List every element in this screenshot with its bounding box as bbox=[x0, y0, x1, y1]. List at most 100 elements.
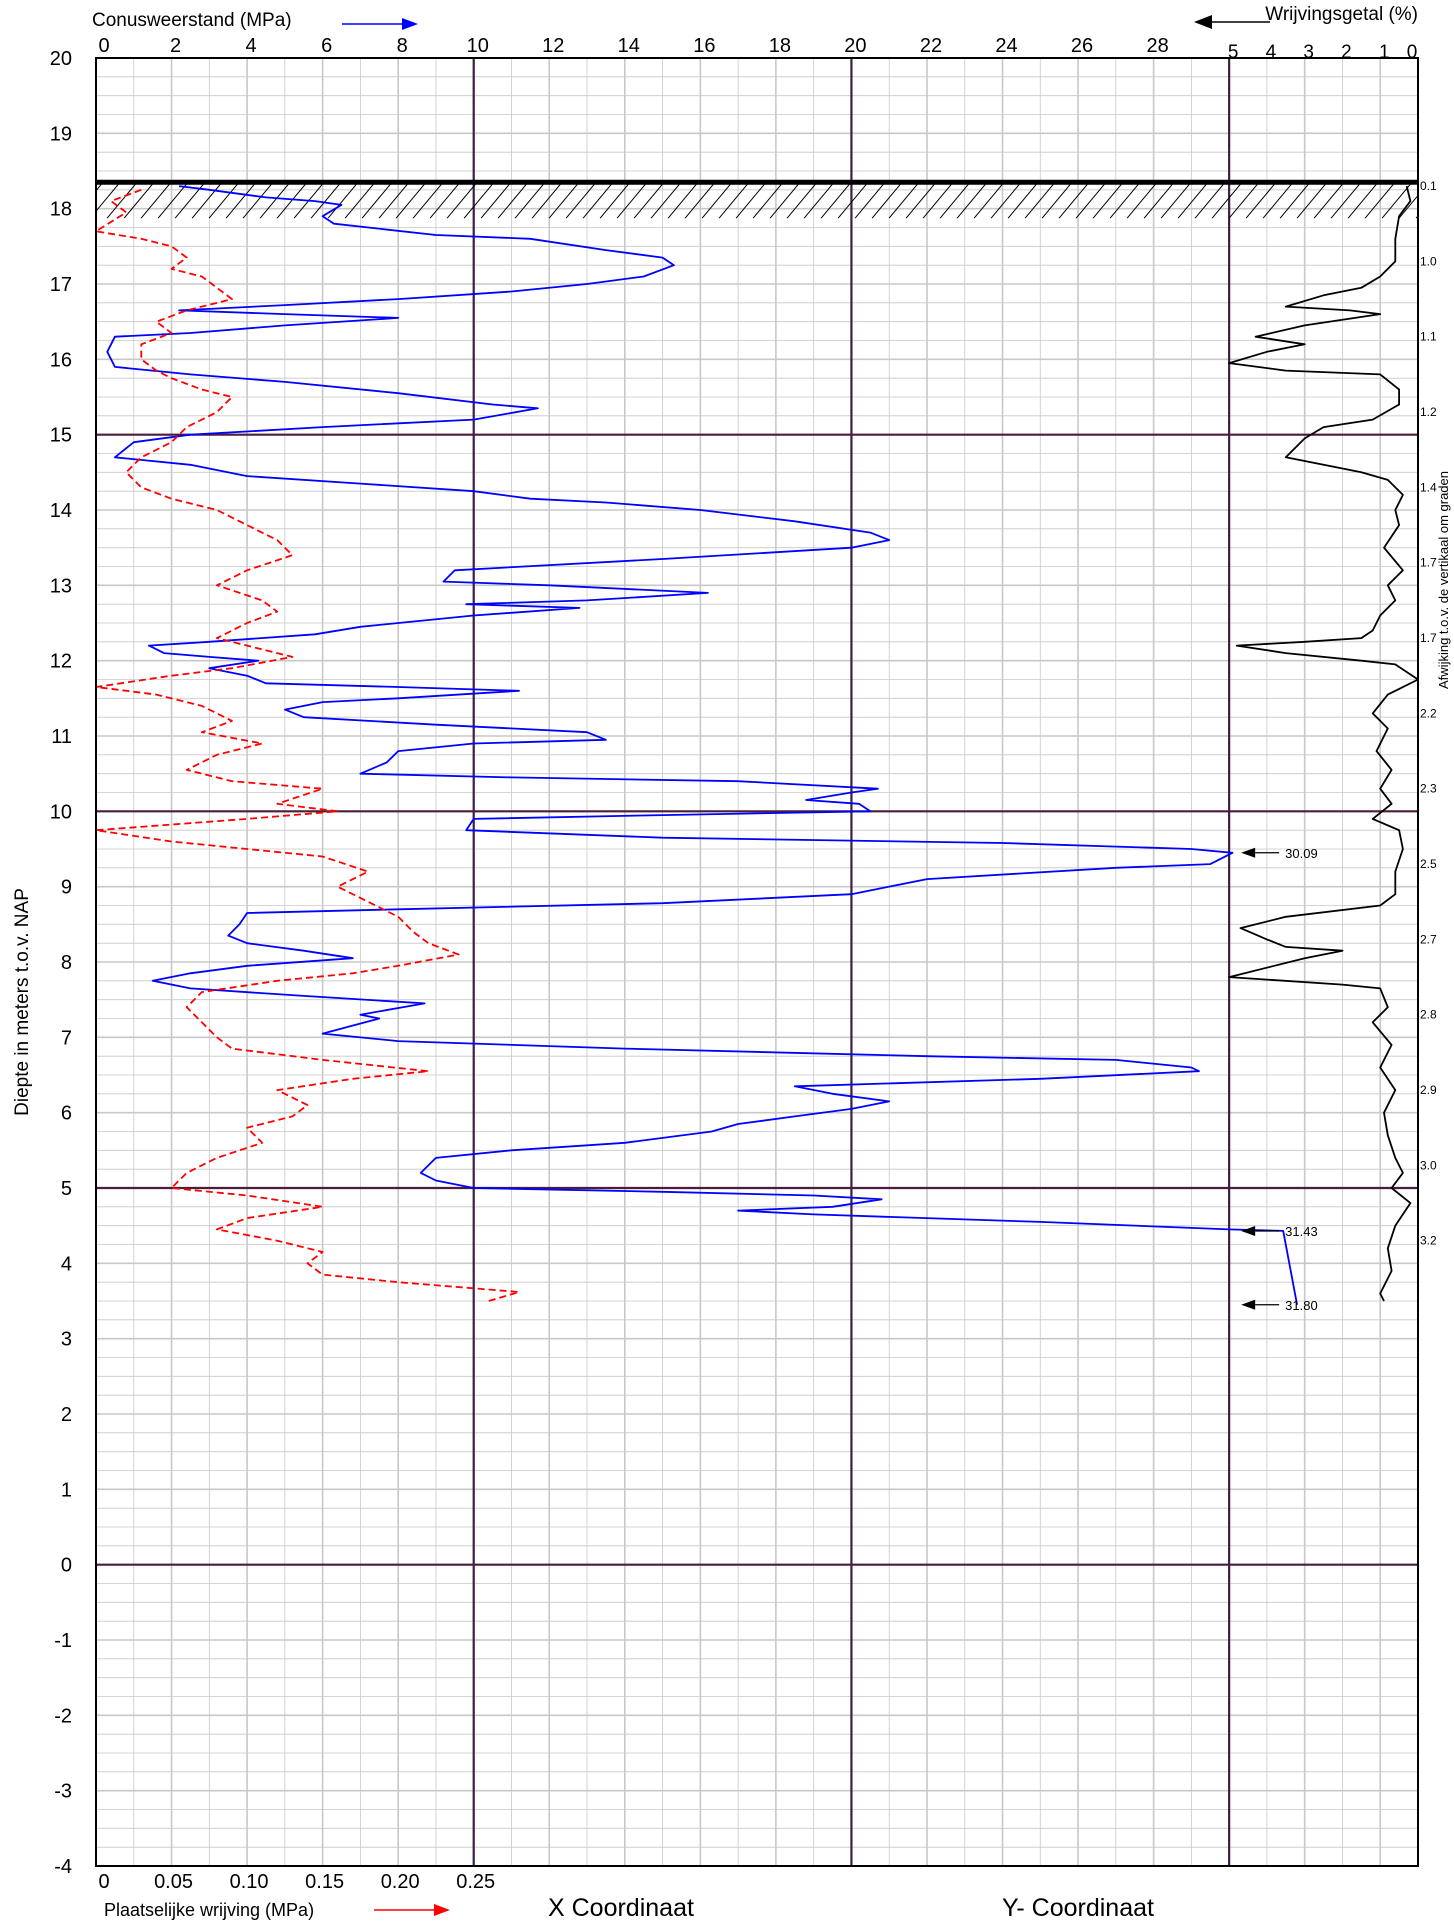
y-tick-label: -4 bbox=[54, 1856, 72, 1878]
hatch-line bbox=[735, 182, 767, 219]
hatch-line bbox=[225, 182, 257, 219]
hatch-line bbox=[616, 182, 648, 219]
deviation-label: 1.7 bbox=[1420, 631, 1437, 645]
cone-tick-label: 24 bbox=[995, 35, 1017, 57]
bottom-axis-arrow bbox=[374, 1904, 450, 1916]
hatch-line bbox=[259, 182, 291, 219]
y-tick-label: 13 bbox=[50, 575, 72, 597]
deviation-label: 1.1 bbox=[1420, 330, 1437, 344]
hatch-line bbox=[718, 182, 750, 219]
deviation-label: 2.9 bbox=[1420, 1083, 1437, 1097]
deviation-label: 2.2 bbox=[1420, 706, 1437, 720]
deviation-label: 2.7 bbox=[1420, 932, 1437, 946]
depth-axis-label: Diepte in meters t.o.v. NAP bbox=[12, 888, 33, 1116]
hatch-line bbox=[1330, 182, 1362, 219]
hatch-line bbox=[1398, 194, 1418, 219]
hatch-line bbox=[1347, 182, 1379, 219]
cone-annotations: 30.09 31.43 31.80 bbox=[1241, 846, 1318, 1313]
deviation-axis-label: Afwijking t.o.v. de vertikaal om graden bbox=[1436, 471, 1451, 689]
top-axis-arrow bbox=[342, 18, 418, 30]
ratio-tick-label: 0 bbox=[1407, 42, 1418, 63]
deviation-label: 1.7 bbox=[1420, 556, 1437, 570]
y-tick-label: 4 bbox=[61, 1253, 72, 1275]
hatch-line bbox=[429, 182, 461, 219]
series-line bbox=[106, 185, 1298, 1305]
annotation-value: 31.43 bbox=[1285, 1224, 1318, 1239]
hatch-line bbox=[327, 182, 359, 219]
hatch-line bbox=[871, 182, 903, 219]
hatch-line bbox=[1126, 182, 1158, 219]
cone-tick-label: 8 bbox=[397, 35, 408, 57]
y-tick-label: 20 bbox=[50, 48, 72, 70]
y-tick-label: 11 bbox=[51, 726, 72, 748]
annotation-arrow-icon bbox=[1241, 1225, 1256, 1236]
hatch-line bbox=[599, 182, 631, 219]
hatch-line bbox=[344, 182, 376, 219]
friction-tick-label: 0.20 bbox=[381, 1871, 420, 1893]
hatch-line bbox=[208, 182, 240, 219]
hatch-line bbox=[1262, 182, 1294, 219]
major-grid bbox=[96, 58, 1418, 1866]
cone-annotation: 31.43 bbox=[1241, 1224, 1318, 1239]
top-right-axis-arrow bbox=[1194, 15, 1270, 29]
hatch-line bbox=[1245, 182, 1277, 219]
ratio-tick-label: 1 bbox=[1379, 42, 1390, 63]
y-tick-label: 3 bbox=[61, 1329, 72, 1351]
hatch-line bbox=[378, 182, 410, 219]
friction-tick-label: 0 bbox=[98, 1871, 109, 1893]
hatch-line bbox=[752, 182, 784, 219]
y-tick-label: 7 bbox=[61, 1027, 72, 1049]
annotation-arrow-icon bbox=[1241, 847, 1256, 858]
hatch-line bbox=[310, 182, 342, 219]
y-tick-label: 18 bbox=[50, 199, 72, 221]
y-tick-label: 19 bbox=[50, 123, 72, 145]
cone-annotation: 30.09 bbox=[1241, 846, 1318, 861]
cone-tick-label: 20 bbox=[844, 35, 866, 57]
cone-tick-label: 0 bbox=[98, 35, 109, 57]
y-tick-label: 10 bbox=[50, 801, 72, 823]
cone-tick-label: 6 bbox=[321, 35, 332, 57]
plot-frame bbox=[95, 57, 1419, 1867]
deviation-label: 2.5 bbox=[1420, 857, 1437, 871]
hatch-line bbox=[1024, 182, 1056, 219]
cone-tick-label: 22 bbox=[920, 35, 942, 57]
hatch-line bbox=[96, 182, 121, 212]
cone-annotation: 31.80 bbox=[1241, 1298, 1318, 1313]
y-tick-label: -2 bbox=[54, 1705, 72, 1727]
hatch-line bbox=[276, 182, 308, 219]
cone-tick-label: 2 bbox=[170, 35, 181, 57]
y-tick-label: 15 bbox=[50, 425, 72, 447]
hatch-line bbox=[837, 182, 869, 219]
ratio-tick-label: 2 bbox=[1341, 42, 1352, 63]
hatch-line bbox=[922, 182, 954, 219]
x-coordinate-label: X Coordinaat bbox=[548, 1894, 694, 1921]
hatch-line bbox=[973, 182, 1005, 219]
ground-hatch bbox=[96, 182, 1418, 219]
hatch-line bbox=[684, 182, 716, 219]
annotation-value: 30.09 bbox=[1285, 846, 1318, 861]
hatch-line bbox=[701, 182, 733, 219]
deviation-label: 3.0 bbox=[1420, 1158, 1437, 1172]
hatch-line bbox=[463, 182, 495, 219]
annotation-arrow-icon bbox=[1241, 1299, 1256, 1310]
hatch-line bbox=[446, 182, 478, 219]
hatch-line bbox=[1296, 182, 1328, 219]
friction-tick-label: 0.05 bbox=[154, 1871, 193, 1893]
hatch-line bbox=[1109, 182, 1141, 219]
deviation-label: 1.0 bbox=[1420, 254, 1437, 268]
hatch-line bbox=[905, 182, 937, 219]
hatch-line bbox=[1160, 182, 1192, 219]
series-plaatselijke-wrijving bbox=[95, 188, 520, 1302]
hatch-line bbox=[412, 182, 444, 219]
hatch-line bbox=[1177, 182, 1209, 219]
hatch-line bbox=[939, 182, 971, 219]
series-layer bbox=[95, 185, 1419, 1305]
hatch-line bbox=[480, 182, 512, 219]
cone-tick-label: 16 bbox=[693, 35, 715, 57]
hatch-line bbox=[803, 182, 835, 219]
hatch-line bbox=[1228, 182, 1260, 219]
hatch-line bbox=[1279, 182, 1311, 219]
hatch-line bbox=[1143, 182, 1175, 219]
y-tick-label: 8 bbox=[61, 952, 72, 974]
